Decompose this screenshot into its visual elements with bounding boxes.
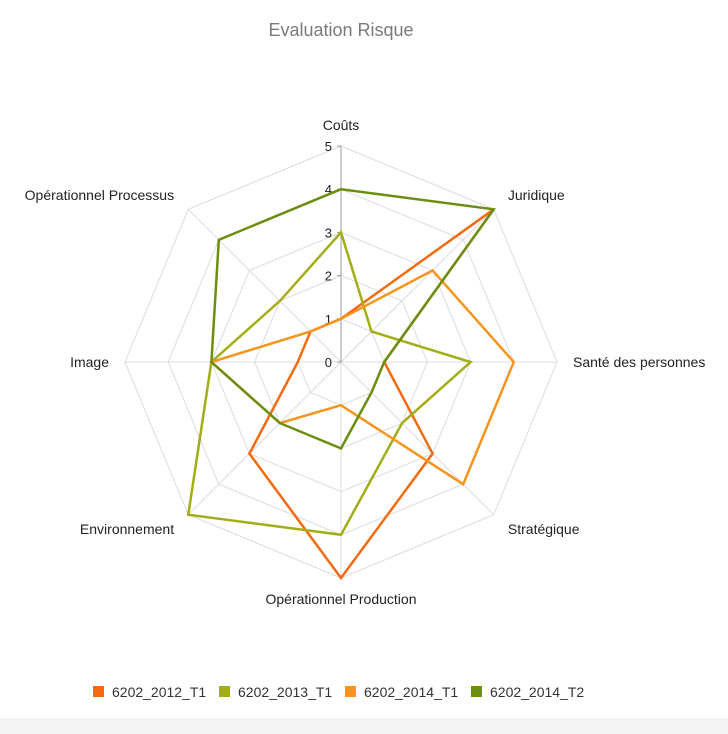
axis-label: Stratégique	[508, 521, 580, 537]
legend-swatch[interactable]	[471, 686, 482, 697]
axis-label: Opérationnel Processus	[25, 187, 174, 203]
grid-spoke	[340, 361, 495, 516]
axis-labels: Coûts Juridique Santé des personnes Stratég…	[25, 117, 706, 607]
series-lines	[186, 187, 516, 581]
radial-tick-label: 5	[325, 139, 332, 154]
radial-tick-label: 3	[325, 225, 332, 240]
axis-label: Santé des personnes	[573, 354, 705, 370]
legend-label[interactable]: 6202_2012_T1	[112, 684, 206, 700]
radial-tick-label: 1	[325, 312, 332, 327]
radial-tick-label: 4	[325, 182, 332, 197]
axis-label: Juridique	[508, 187, 565, 203]
series-line	[208, 268, 516, 487]
legend-swatch[interactable]	[93, 686, 104, 697]
chart-title: Evaluation Risque	[268, 20, 413, 40]
radial-ticks: 0 1 2 3 4 5	[325, 139, 332, 370]
chart-area: Evaluation Risque Coûts Juridique Santé de…	[24, 20, 706, 700]
series-line	[210, 187, 496, 450]
radial-tick-label: 0	[325, 355, 332, 370]
grid-spoke	[340, 208, 495, 363]
series-line	[186, 229, 474, 537]
legend-label[interactable]: 6202_2014_T1	[364, 684, 458, 700]
legend-label[interactable]: 6202_2013_T1	[238, 684, 332, 700]
axis-label: Image	[70, 354, 109, 370]
bottom-strip	[0, 718, 728, 734]
radial-tick-label: 2	[325, 269, 332, 284]
grid-spoke	[187, 361, 342, 516]
radar-chart: Evaluation Risque Coûts Juridique Santé de…	[25, 20, 706, 700]
axis-label: Coûts	[323, 117, 360, 133]
axis-label: Environnement	[80, 521, 174, 537]
grid-spoke	[187, 208, 342, 363]
legend: 6202_2012_T1 6202_2013_T1 6202_2014_T1 6202…	[93, 684, 584, 700]
legend-swatch[interactable]	[345, 686, 356, 697]
legend-label[interactable]: 6202_2014_T2	[490, 684, 584, 700]
axis-label: Opérationnel Production	[266, 591, 417, 607]
legend-swatch[interactable]	[219, 686, 230, 697]
